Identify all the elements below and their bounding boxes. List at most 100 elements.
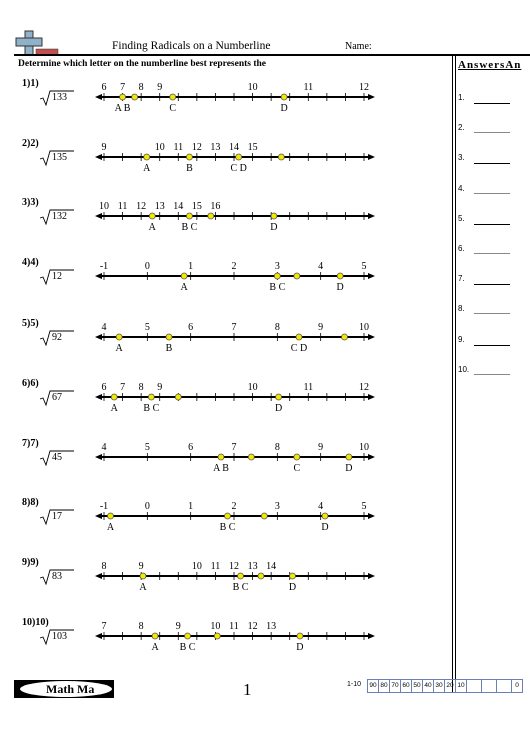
point-marker <box>277 153 285 161</box>
left-arrow-icon <box>95 394 102 400</box>
tick-label: -1 <box>100 501 108 512</box>
tick-label: 8 <box>275 442 280 453</box>
tick-label: 9 <box>102 142 107 153</box>
number-line: 6 7 8 9 10 11 12 A B C D <box>94 380 379 427</box>
tick-label: 2 <box>232 261 237 272</box>
point-marker <box>217 453 225 461</box>
answer-blank[interactable] <box>474 313 510 315</box>
answer-number: 5. <box>458 213 465 223</box>
problem-number: 9)9) <box>22 557 39 568</box>
radical-sign-icon <box>39 569 74 586</box>
tick-label: 7 <box>232 322 237 333</box>
answer-blank[interactable] <box>474 163 510 165</box>
radicand: 92 <box>52 332 62 343</box>
answer-blank[interactable] <box>474 223 510 225</box>
point-letter: D <box>345 463 352 474</box>
radical-expression: 135 <box>39 150 74 167</box>
answer-blank[interactable] <box>474 284 510 286</box>
tick-label: 14 <box>266 561 276 572</box>
point-letter: B <box>186 163 193 174</box>
tick-label: 1 <box>188 261 193 272</box>
tick-label: 5 <box>145 322 150 333</box>
point-marker <box>213 632 221 640</box>
left-arrow-icon <box>95 334 102 340</box>
answer-blank[interactable] <box>474 344 510 346</box>
tick-label: 6 <box>102 382 107 393</box>
radical-sign-icon <box>39 209 74 226</box>
right-arrow-icon <box>368 273 375 279</box>
point-letter: D <box>275 403 282 414</box>
radical-expression: 103 <box>39 629 74 646</box>
tick-label: 11 <box>211 561 221 572</box>
score-cell: 50 <box>412 680 423 692</box>
left-arrow-icon <box>95 573 102 579</box>
point-letter: A <box>107 522 115 533</box>
point-marker <box>148 212 156 220</box>
tick-label: 10 <box>210 621 220 632</box>
point-letter: D <box>289 582 296 593</box>
point-letter: A B <box>115 103 131 114</box>
tick-label: 9 <box>318 322 323 333</box>
answer-blank[interactable] <box>474 192 510 194</box>
point-letter: B <box>166 343 173 354</box>
point-marker <box>345 453 353 461</box>
point-marker <box>260 512 268 520</box>
answer-blank[interactable] <box>474 373 510 375</box>
tick-label: 12 <box>248 621 258 632</box>
tick-label: 9 <box>318 442 323 453</box>
point-marker <box>143 153 151 161</box>
radicand: 103 <box>52 631 67 642</box>
answer-blank[interactable] <box>474 132 510 134</box>
right-arrow-icon <box>368 513 375 519</box>
tick-label: 13 <box>266 621 276 632</box>
left-arrow-icon <box>95 633 102 639</box>
problem-number: 6)6) <box>22 378 39 389</box>
tick-label: 6 <box>188 322 193 333</box>
answer-blank[interactable] <box>474 103 510 104</box>
tick-label: 11 <box>303 382 313 393</box>
point-marker <box>207 212 215 220</box>
radical-expression: 17 <box>39 509 74 526</box>
right-arrow-icon <box>368 94 375 100</box>
tick-label: 12 <box>229 561 239 572</box>
point-marker <box>107 512 114 520</box>
radicand: 17 <box>52 511 62 522</box>
point-marker <box>273 272 281 280</box>
tick-label: 6 <box>188 442 193 453</box>
point-marker <box>289 572 296 580</box>
number-line: 10 11 12 13 14 15 16 A B C D <box>94 199 379 246</box>
answer-number: 7. <box>458 274 465 284</box>
tick-label: 8 <box>139 621 144 632</box>
point-letter: B C <box>180 642 196 653</box>
problem-number: 3)3) <box>22 197 39 208</box>
name-label: Name: <box>345 41 372 52</box>
tick-label: 5 <box>362 501 367 512</box>
problem-number: 1)1) <box>22 78 39 89</box>
point-marker <box>115 333 123 341</box>
answer-blank[interactable] <box>474 253 510 254</box>
tick-label: 9 <box>139 561 144 572</box>
radical-expression: 45 <box>39 450 74 467</box>
tick-label: 4 <box>318 501 323 512</box>
radical-expression: 92 <box>39 330 74 347</box>
number-line: 8 9 10 11 12 13 14 A B C D <box>94 559 379 606</box>
tick-label: 7 <box>232 442 237 453</box>
right-arrow-icon <box>368 454 375 460</box>
point-marker <box>110 393 118 401</box>
tick-label: 13 <box>248 561 258 572</box>
point-letter: C D <box>291 343 307 354</box>
tick-label: 5 <box>145 442 150 453</box>
answer-number: 2. <box>458 123 465 133</box>
point-marker <box>180 272 188 280</box>
point-letter: B C <box>269 282 285 293</box>
point-marker <box>280 93 288 101</box>
score-cell <box>482 680 497 692</box>
radicand: 135 <box>52 152 67 163</box>
answers-title: AnswersAn <box>458 59 522 71</box>
tick-label: 0 <box>145 501 150 512</box>
tick-label: 12 <box>192 142 202 153</box>
tick-label: 8 <box>139 382 144 393</box>
tick-label: 11 <box>303 82 313 93</box>
tick-label: -1 <box>100 261 108 272</box>
point-marker <box>247 453 255 461</box>
